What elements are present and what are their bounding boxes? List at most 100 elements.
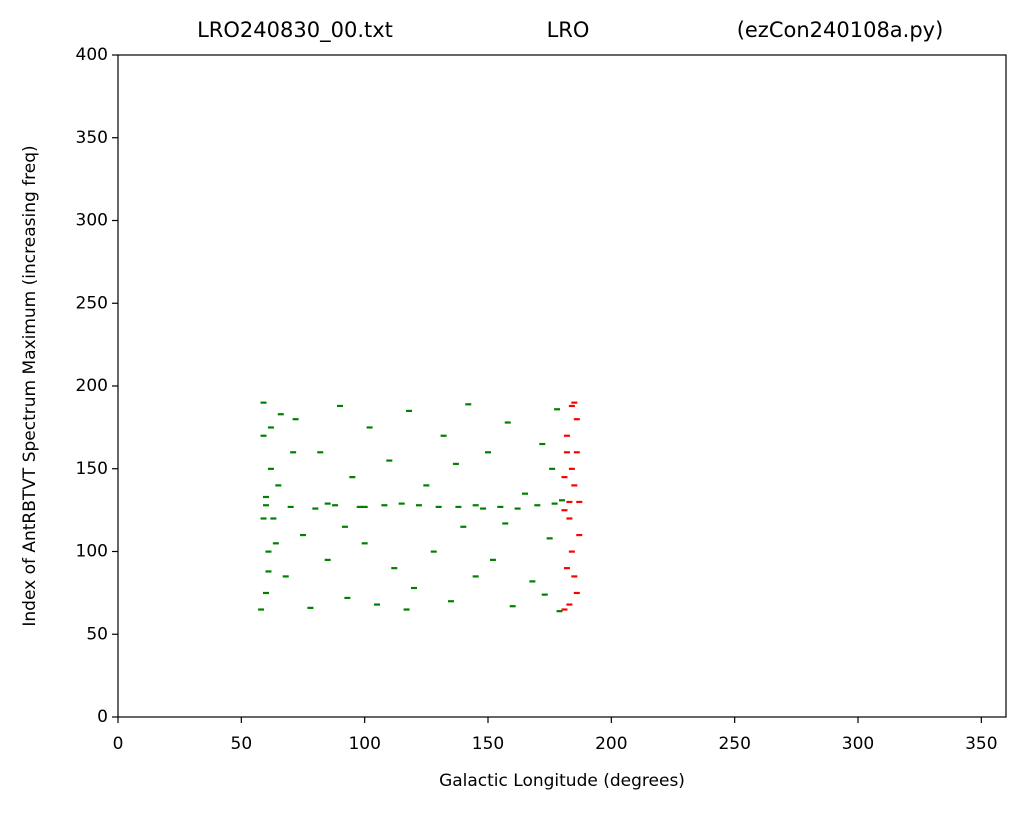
- point: [341, 525, 348, 528]
- point: [559, 499, 565, 502]
- point: [263, 495, 269, 499]
- point: [448, 600, 454, 603]
- point: [275, 484, 282, 487]
- x-tick-label: 350: [965, 734, 997, 754]
- point: [290, 451, 297, 454]
- point: [381, 504, 388, 507]
- point: [563, 434, 570, 437]
- point: [472, 504, 479, 507]
- point: [485, 451, 491, 454]
- point: [489, 558, 496, 561]
- point: [546, 537, 553, 540]
- point: [406, 409, 413, 413]
- point: [267, 426, 274, 429]
- point: [502, 522, 509, 525]
- x-tick-label: 300: [842, 734, 874, 754]
- point: [566, 500, 573, 504]
- point: [554, 408, 561, 411]
- point: [349, 476, 356, 479]
- point: [568, 404, 575, 408]
- y-tick-label: 150: [76, 459, 108, 479]
- point: [497, 505, 504, 509]
- point: [423, 484, 430, 487]
- point: [452, 462, 459, 465]
- point: [573, 418, 580, 421]
- point: [366, 426, 373, 429]
- point: [307, 606, 314, 609]
- y-tick-label: 200: [76, 376, 108, 396]
- x-tick-label: 100: [348, 734, 380, 754]
- point: [317, 451, 324, 454]
- point: [472, 575, 479, 578]
- point: [573, 591, 580, 595]
- point: [514, 507, 521, 510]
- point: [324, 558, 331, 561]
- y-tick-label: 400: [76, 45, 108, 65]
- point: [361, 505, 368, 509]
- point: [260, 434, 267, 437]
- point: [455, 505, 462, 509]
- point: [522, 492, 528, 495]
- point: [573, 451, 580, 454]
- y-tick-label: 50: [86, 624, 108, 644]
- point: [539, 442, 546, 446]
- point: [332, 504, 339, 507]
- point: [504, 421, 511, 424]
- point: [272, 542, 279, 545]
- point: [411, 586, 417, 590]
- y-tick-label: 350: [76, 128, 108, 148]
- plot-frame: [117, 54, 1007, 718]
- y-tick-label: 0: [97, 707, 108, 727]
- point: [571, 575, 578, 578]
- point: [541, 593, 548, 596]
- point: [403, 608, 410, 611]
- point: [551, 502, 558, 505]
- point: [324, 502, 331, 505]
- point: [337, 404, 343, 408]
- point: [270, 517, 277, 520]
- y-tick-label: 100: [76, 542, 108, 562]
- point: [561, 509, 568, 512]
- point: [566, 517, 573, 520]
- point: [344, 596, 351, 600]
- point: [386, 459, 393, 462]
- point: [465, 403, 472, 406]
- x-tick-label: 200: [595, 734, 627, 754]
- point: [563, 567, 570, 570]
- point: [460, 525, 467, 528]
- title-left: LRO240830_00.txt: [197, 18, 393, 43]
- point: [292, 418, 299, 421]
- point: [435, 505, 442, 509]
- y-axis-label: Index of AntRBTVT Spectrum Maximum (incr…: [20, 145, 40, 626]
- point: [576, 533, 583, 537]
- point: [265, 550, 272, 553]
- point: [430, 550, 437, 553]
- point: [568, 550, 575, 553]
- title-center: LRO: [547, 18, 590, 42]
- point: [571, 484, 578, 487]
- point: [561, 608, 568, 611]
- point: [258, 608, 265, 611]
- point: [509, 605, 516, 608]
- title-right: (ezCon240108a.py): [737, 18, 944, 42]
- x-tick-label: 150: [472, 734, 504, 754]
- point: [312, 507, 319, 510]
- point: [263, 591, 269, 595]
- point: [556, 610, 563, 613]
- point: [300, 533, 306, 537]
- point: [282, 575, 289, 578]
- point: [391, 567, 398, 570]
- point: [480, 507, 487, 510]
- point: [277, 413, 284, 416]
- point: [571, 401, 578, 404]
- point: [529, 580, 536, 583]
- point: [398, 502, 405, 505]
- x-axis-label: Galactic Longitude (degrees): [439, 771, 685, 791]
- point: [534, 504, 541, 507]
- point: [576, 500, 583, 504]
- point: [568, 467, 575, 470]
- x-tick-label: 250: [718, 734, 750, 754]
- point: [415, 504, 422, 507]
